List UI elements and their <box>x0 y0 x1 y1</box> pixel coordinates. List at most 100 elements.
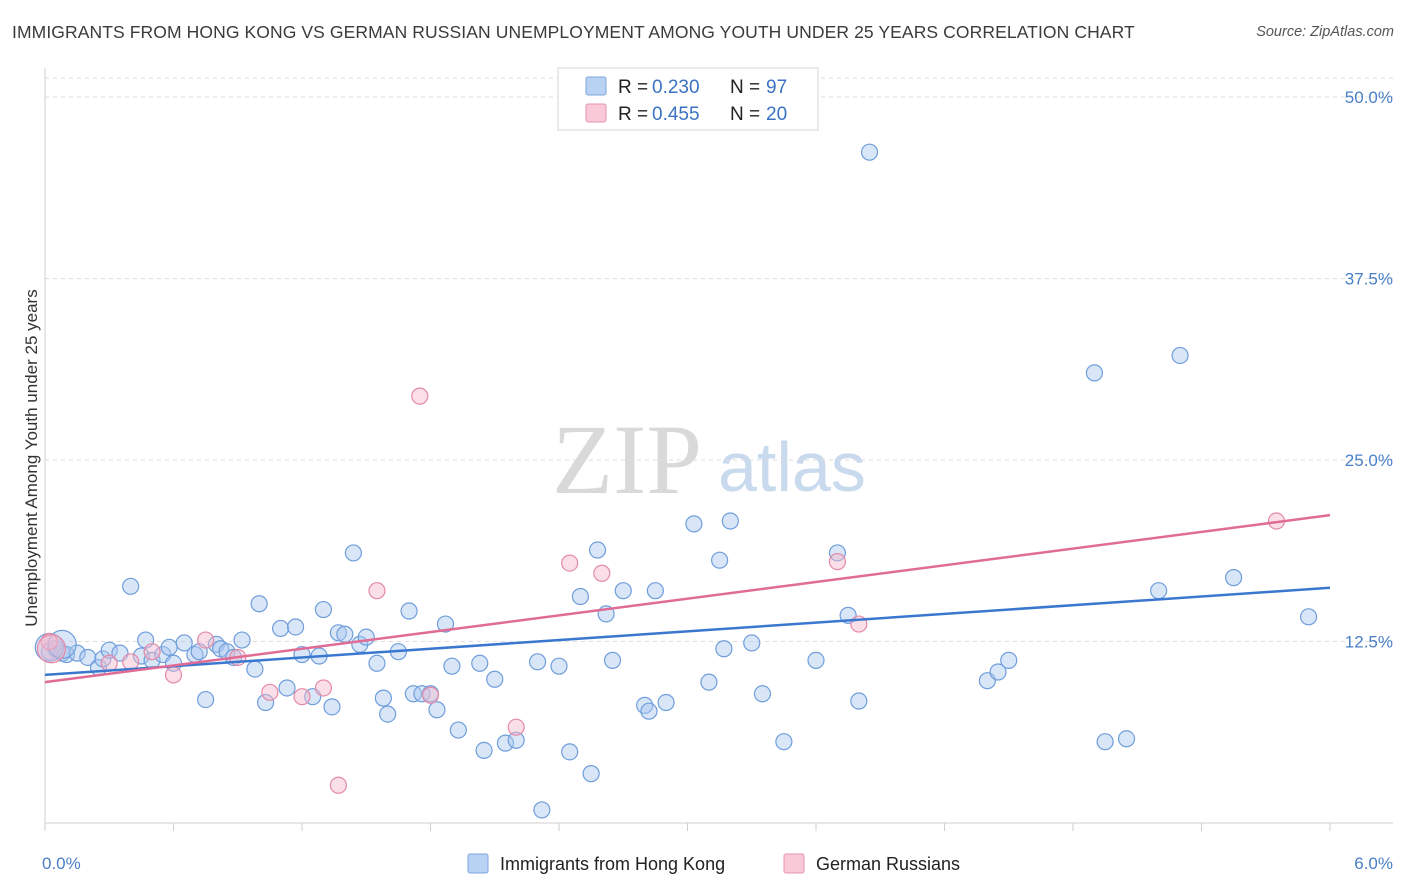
data-point <box>989 663 1007 681</box>
legend-swatch-german-russian <box>585 103 607 123</box>
data-point <box>496 734 515 752</box>
data-point <box>246 660 264 678</box>
bottom-legend-swatch-german-russian <box>783 853 805 874</box>
data-point <box>379 705 397 723</box>
chart-title: IMMIGRANTS FROM HONG KONG VS GERMAN RUSS… <box>12 22 1135 42</box>
data-point <box>1117 730 1136 748</box>
data-point <box>1085 364 1104 382</box>
data-point <box>486 670 504 688</box>
data-point <box>561 743 579 761</box>
data-point <box>1225 569 1243 587</box>
data-point <box>571 587 590 606</box>
data-point <box>850 692 868 710</box>
series-german-russian <box>36 387 1286 794</box>
data-point <box>143 643 161 661</box>
x-tick-label: 6.0% <box>1354 854 1393 873</box>
data-point <box>436 615 455 633</box>
y-axis-label: Unemployment Among Youth under 25 years <box>22 289 41 626</box>
data-point <box>314 600 333 619</box>
data-point <box>256 693 275 712</box>
watermark-atlas: atlas <box>718 428 866 506</box>
data-point <box>640 702 658 720</box>
data-point <box>1171 346 1189 365</box>
y-tick-label: 37.5% <box>1345 270 1393 289</box>
data-point <box>743 634 761 652</box>
data-point <box>533 801 551 819</box>
data-point <box>122 577 140 595</box>
legend: R = 0.230 N = 97 R = 0.455 N = 20 <box>557 67 819 131</box>
data-point <box>582 765 600 783</box>
bottom-legend-label-hong-kong: Immigrants from Hong Kong <box>500 854 725 874</box>
y-tick-label: 12.5% <box>1345 633 1393 652</box>
source-credit: Source: ZipAtlas.com <box>1256 24 1394 40</box>
data-point <box>68 644 86 662</box>
data-point <box>685 515 703 533</box>
data-point <box>368 654 386 672</box>
data-point <box>700 673 718 691</box>
data-point <box>860 143 879 161</box>
legend-n-label-german-russian: N = <box>730 104 765 125</box>
data-point <box>271 619 290 638</box>
data-point <box>400 602 418 620</box>
data-point <box>475 741 493 760</box>
data-point <box>807 651 825 669</box>
data-point <box>550 657 568 675</box>
data-point <box>721 512 739 530</box>
data-point <box>233 631 251 649</box>
data-point <box>507 718 525 736</box>
axes <box>44 68 1393 831</box>
data-point <box>100 654 118 672</box>
data-point <box>197 690 215 709</box>
legend-r-value-hong-kong: 0.230 <box>652 77 700 98</box>
data-point <box>775 733 793 751</box>
bottom-legend: Immigrants from Hong Kong German Russian… <box>467 853 960 874</box>
data-point <box>374 689 392 707</box>
data-point <box>122 653 140 671</box>
bottom-legend-swatch-hong-kong <box>467 853 489 874</box>
data-point <box>449 721 467 739</box>
data-point <box>1000 651 1018 669</box>
data-point <box>368 582 386 600</box>
data-point <box>588 541 607 559</box>
data-point <box>593 564 611 582</box>
data-point <box>250 595 268 613</box>
data-point <box>603 651 622 669</box>
data-point <box>528 653 547 671</box>
data-point <box>614 582 632 600</box>
data-point <box>286 618 305 636</box>
data-point <box>329 776 348 794</box>
data-point <box>261 683 279 701</box>
x-tick-labels: 0.0% 6.0% <box>42 854 1393 873</box>
data-point <box>197 631 215 649</box>
legend-n-label-hong-kong: N = <box>730 77 765 98</box>
trend-line-german-russian <box>44 513 1331 684</box>
data-point <box>1150 582 1168 600</box>
y-tick-labels: 12.5% 25.0% 37.5% 50.0% <box>1345 88 1393 652</box>
data-point <box>828 553 847 571</box>
data-point <box>314 679 333 697</box>
data-point <box>164 666 183 684</box>
legend-n-value-german-russian: 20 <box>766 104 787 125</box>
data-point <box>40 632 58 651</box>
data-point <box>357 628 375 646</box>
y-tick-label: 25.0% <box>1345 451 1393 470</box>
trend-line-hong-kong <box>44 586 1331 677</box>
data-point <box>79 648 97 667</box>
legend-r-label-hong-kong: R = <box>618 77 653 98</box>
data-point <box>428 701 446 719</box>
data-point <box>828 544 847 562</box>
data-point <box>175 634 193 652</box>
data-point <box>507 731 525 749</box>
data-point <box>336 625 354 643</box>
data-point <box>443 657 461 675</box>
legend-swatch-hong-kong <box>585 76 607 96</box>
trend-lines <box>44 513 1331 684</box>
legend-n-value-hong-kong: 97 <box>766 77 787 98</box>
data-point <box>411 387 429 405</box>
data-point <box>160 638 178 656</box>
data-point <box>100 641 118 659</box>
data-point <box>471 654 489 672</box>
data-point <box>293 688 311 706</box>
data-point <box>711 551 729 569</box>
